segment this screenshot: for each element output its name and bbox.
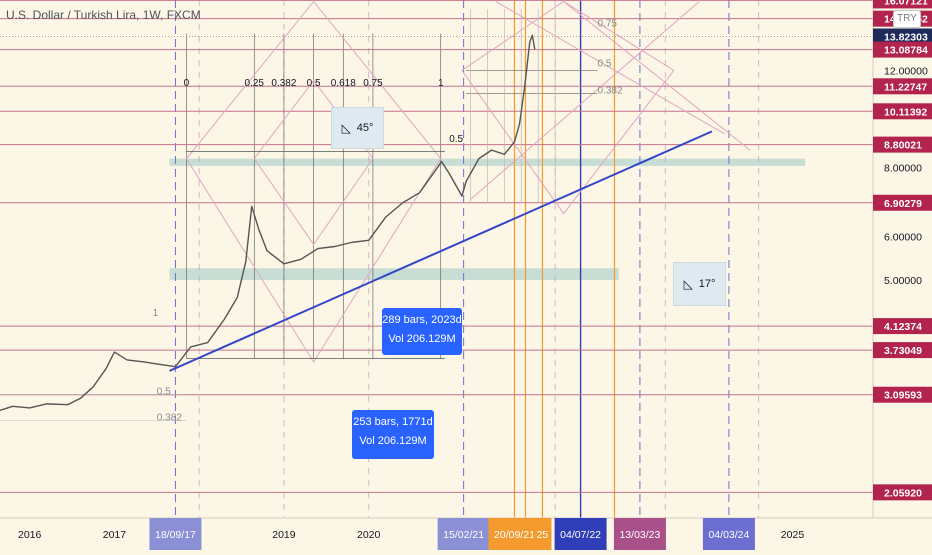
angle-note-45[interactable]: ◺ 45°	[331, 107, 384, 149]
price-tag-text: 8.80021	[884, 140, 922, 152]
date-tag	[702, 518, 755, 550]
price-tag-top	[873, 0, 932, 9]
gann-diamond-inner	[253, 79, 374, 246]
bars-range-line2: Vol 206.129M	[359, 435, 427, 447]
fib-price-label: 0.5	[449, 134, 463, 145]
horizontal-lines-layer	[0, 0, 873, 493]
fib-time-label: 0.75	[363, 78, 383, 89]
price-tag	[873, 41, 932, 58]
price-tag	[873, 342, 932, 359]
price-tag	[873, 484, 932, 501]
price-tag-text: 10.11392	[884, 106, 927, 118]
bars-range-line2: Vol 206.129M	[388, 333, 456, 345]
price-tag	[873, 318, 932, 335]
trendline	[169, 130, 713, 372]
date-tag-text: 04/07/22	[560, 529, 601, 541]
price-tag	[873, 386, 932, 403]
bars-range-line1: 289 bars, 2023d	[382, 314, 462, 326]
gann-ray	[470, 1, 700, 200]
x-tick-label: 2016	[18, 529, 42, 541]
gann-ray	[495, 1, 725, 135]
date-tag	[437, 518, 490, 550]
gann-diamond-right	[461, 0, 675, 215]
date-tag-text: 15/02/21	[443, 529, 484, 541]
fib-price-label: 0.5	[157, 386, 171, 397]
x-tick-label: 2017	[103, 529, 127, 541]
angle-icon: ◺	[341, 121, 351, 135]
support-zone	[169, 268, 619, 280]
price-tag-text: 13.82303	[884, 32, 928, 44]
fib-time-label: 0.382	[271, 78, 296, 89]
date-tag	[613, 518, 666, 550]
fib-time-label: 0.5	[307, 78, 321, 89]
price-tag-text: 11.22747	[884, 81, 927, 93]
date-tag	[554, 518, 607, 550]
fib-price-label: 1	[153, 308, 159, 319]
date-tag-text: 20/09/21	[494, 529, 535, 541]
price-tag-text: 3.73049	[884, 345, 922, 357]
fib-time-label: 0.618	[331, 78, 356, 89]
date-tag-text: 25	[537, 529, 549, 541]
currency-badge[interactable]: TRY	[893, 10, 921, 28]
series-layer	[0, 34, 536, 412]
chart-title: U.S. Dollar / Turkish Lira, 1W, FXCM	[6, 8, 201, 22]
fib-labels-layer: 0 0.25 0.382 0.5 0.618 0.75 1 0.75 0.5 0.382 0.5 0.…	[153, 19, 623, 424]
x-tick-label: 2025	[781, 529, 805, 541]
angle-note-17[interactable]: ◺ 17°	[673, 262, 726, 306]
date-tag	[533, 518, 552, 550]
bars-range-box-lower[interactable]: 253 bars, 1771d Vol 206.129M	[352, 410, 434, 459]
price-series-line	[0, 34, 536, 412]
price-tag-text: 13.08784	[884, 45, 928, 57]
y-tick-label: 6.00000	[884, 231, 922, 243]
fib-price-label: 0.382	[598, 85, 623, 96]
gann-ray	[563, 1, 751, 151]
bars-range-box-upper[interactable]: 289 bars, 2023d Vol 206.129M	[382, 308, 462, 355]
angle-note-text: 17°	[698, 278, 716, 290]
price-tag-text: 2.05920	[884, 487, 922, 499]
price-tag	[873, 136, 932, 153]
y-tick-label: 8.00000	[884, 162, 922, 174]
fib-price-label: 0.5	[598, 58, 612, 69]
angle-icon: ◺	[683, 277, 693, 291]
price-tag-text: 3.09593	[884, 390, 922, 402]
fib-layer	[0, 0, 751, 421]
fib-time-label: 0	[184, 78, 190, 89]
date-tag	[149, 518, 202, 550]
fib-price-label: 0.382	[157, 412, 182, 423]
trend-layer	[169, 130, 713, 372]
price-tag-text: 6.90279	[884, 198, 922, 210]
date-tag-text: 18/09/17	[155, 529, 196, 541]
price-tag	[873, 103, 932, 120]
price-tag	[873, 28, 932, 45]
x-tick-label: 2020	[357, 529, 381, 541]
date-tag-text: 13/03/23	[619, 529, 660, 541]
price-tag-text: 4.12374	[884, 321, 922, 333]
fib-time-label: 1	[438, 78, 444, 89]
date-tag-text: 04/03/24	[708, 529, 749, 541]
price-tag	[873, 194, 932, 211]
y-tick-label: 12.00000	[884, 65, 928, 77]
x-tick-label: 2019	[272, 529, 296, 541]
fib-price-label: 0.75	[598, 19, 618, 30]
price-tag-top-text: 16.07121	[884, 0, 928, 7]
angle-note-text: 45°	[356, 122, 374, 134]
price-tag	[873, 78, 932, 95]
date-tag	[488, 518, 541, 550]
gann-diamond	[186, 0, 442, 363]
bars-range-line1: 253 bars, 1771d	[353, 416, 433, 428]
y-tick-label: 5.00000	[884, 275, 922, 287]
fib-time-label: 0.25	[245, 78, 265, 89]
